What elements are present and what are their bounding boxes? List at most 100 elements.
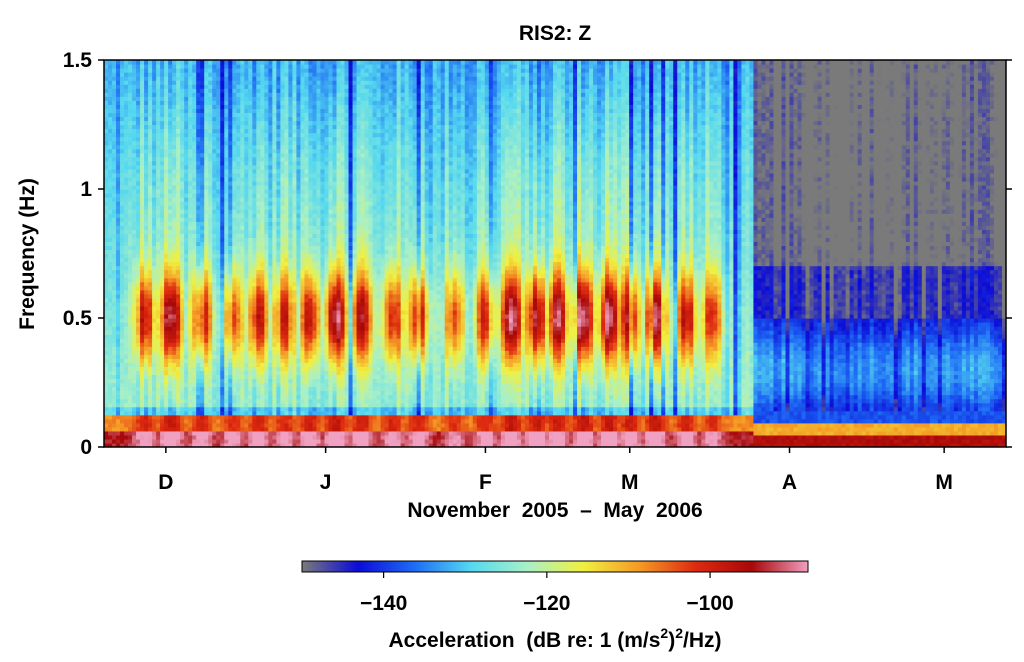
spectrogram-cell — [264, 84, 269, 89]
spectrogram-cell — [168, 193, 173, 198]
spectrogram-cell — [136, 205, 141, 210]
spectrogram-cell — [168, 64, 173, 69]
spectrogram-cell — [204, 108, 209, 114]
spectrogram-cell — [152, 172, 157, 178]
spectrogram-cell — [220, 64, 225, 69]
spectrogram-cell — [292, 273, 298, 279]
spectrogram-cell — [296, 390, 302, 396]
spectrogram-cell — [184, 414, 189, 420]
spectrogram-cell — [128, 442, 133, 447]
spectrogram-cell — [256, 68, 261, 73]
spectrogram-cell — [284, 293, 290, 299]
spectrogram-cell — [220, 330, 225, 335]
spectrogram-cell — [120, 422, 125, 428]
spectrogram-cell — [112, 402, 117, 408]
spectrogram-cell — [144, 414, 149, 420]
spectrogram-cell — [116, 80, 121, 85]
spectrogram-cell — [136, 136, 141, 142]
spectrogram-cell — [164, 402, 169, 408]
spectrogram-cell — [112, 189, 117, 194]
spectrogram-cell — [156, 253, 161, 259]
spectrogram-cell — [116, 221, 121, 226]
spectrogram-cell — [240, 164, 245, 170]
spectrogram-cell — [272, 209, 277, 214]
spectrogram-cell — [196, 116, 201, 122]
spectrogram-cell — [132, 257, 137, 263]
spectrogram-cell — [212, 265, 217, 271]
spectrogram-cell — [104, 370, 109, 376]
spectrogram-cell — [148, 410, 153, 416]
spectrogram-cell — [308, 120, 314, 126]
spectrogram-cell — [104, 172, 109, 178]
spectrogram-cell — [200, 330, 205, 335]
spectrogram-cell — [152, 249, 157, 255]
spectrogram-cell — [128, 346, 133, 351]
spectrogram-cell — [248, 305, 253, 311]
spectrogram-cell — [172, 350, 177, 355]
spectrogram-cell — [304, 301, 310, 307]
spectrogram-cell — [144, 225, 149, 230]
spectrogram-cell — [192, 410, 197, 416]
spectrogram-cell — [296, 434, 302, 440]
spectrogram-cell — [204, 209, 209, 214]
spectrogram-cell — [176, 148, 181, 154]
spectrogram-cell — [164, 342, 169, 347]
spectrogram-cell — [240, 217, 245, 222]
spectrogram-cell — [104, 104, 109, 109]
spectrogram-cell — [288, 148, 294, 154]
spectrogram-cell — [148, 257, 153, 263]
spectrogram-cell — [108, 237, 113, 243]
spectrogram-cell — [132, 374, 137, 380]
spectrogram-cell — [116, 168, 121, 174]
spectrogram-cell — [300, 221, 306, 226]
spectrogram-cell — [148, 422, 153, 428]
spectrogram-cell — [208, 358, 213, 363]
spectrogram-cell — [276, 132, 281, 138]
spectrogram-cell — [192, 430, 197, 436]
spectrogram-cell — [160, 334, 165, 339]
spectrogram-cell — [216, 104, 221, 109]
spectrogram-cell — [208, 180, 213, 186]
spectrogram-cell — [304, 297, 310, 303]
spectrogram-cell — [288, 229, 294, 234]
spectrogram-cell — [264, 197, 269, 202]
spectrogram-cell — [192, 318, 197, 323]
spectrogram-cell — [156, 313, 161, 319]
spectrogram-cell — [144, 132, 149, 138]
spectrogram-cell — [184, 305, 189, 311]
spectrogram-cell — [272, 326, 277, 331]
spectrogram-cell — [112, 297, 117, 303]
spectrogram-cell — [296, 144, 302, 150]
spectrogram-cell — [108, 144, 113, 150]
spectrogram-cell — [260, 92, 265, 97]
spectrogram-cell — [144, 180, 149, 186]
spectrogram-cell — [168, 402, 173, 408]
spectrogram-cell — [224, 217, 229, 222]
spectrogram-cell — [260, 245, 265, 251]
spectrogram-cell — [140, 374, 145, 380]
spectrogram-cell — [128, 205, 133, 210]
spectrogram-cell — [304, 201, 310, 206]
spectrogram-cell — [216, 318, 221, 323]
spectrogram-cell — [304, 269, 310, 275]
spectrogram-cell — [180, 386, 185, 392]
spectrogram-cell — [260, 160, 265, 166]
spectrogram-cell — [236, 221, 241, 226]
spectrogram-cell — [196, 72, 201, 77]
spectrogram-cell — [252, 168, 257, 174]
spectrogram-cell — [176, 370, 181, 376]
spectrogram-cell — [264, 72, 269, 77]
spectrogram-cell — [276, 64, 281, 69]
spectrogram-cell — [300, 164, 306, 170]
spectrogram-cell — [152, 253, 157, 259]
spectrogram-cell — [120, 430, 125, 436]
spectrogram-cell — [212, 132, 217, 138]
spectrogram-cell — [184, 156, 189, 162]
spectrogram-cell — [108, 426, 113, 432]
spectrogram-cell — [216, 201, 221, 206]
spectrogram-cell — [220, 269, 225, 275]
spectrogram-cell — [252, 438, 257, 444]
spectrogram-cell — [128, 354, 133, 359]
spectrogram-cell — [240, 338, 245, 343]
spectrogram-cell — [192, 160, 197, 166]
